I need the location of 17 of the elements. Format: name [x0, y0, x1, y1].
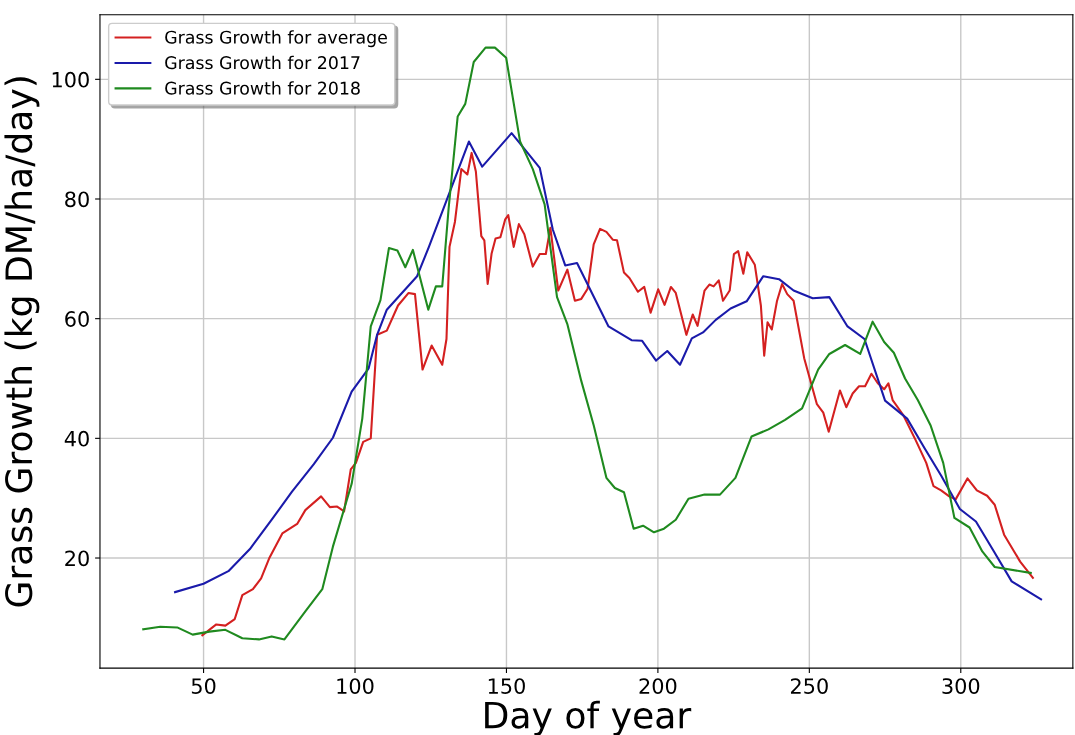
x-tick-label: 100 [337, 678, 374, 694]
x-tick-label: 50 [191, 678, 216, 694]
x-tick-label: 300 [942, 678, 980, 694]
y-tick-label: 80 [65, 191, 89, 208]
legend-label: Grass Growth for average [165, 30, 387, 48]
x-tick-label: 200 [639, 678, 677, 694]
y-tick-label: 40 [64, 430, 89, 447]
legend-label: Grass Growth for 2018 [165, 81, 360, 95]
x-axis-title: Day of year [485, 700, 692, 735]
x-tick-label: 250 [790, 678, 828, 694]
line-series [142, 46, 1032, 641]
y-tick-label: 20 [65, 550, 89, 567]
y-tick-label: 60 [65, 311, 89, 327]
x-tick-label: 150 [488, 678, 525, 694]
y-axis-title: Grass Growth (kg DM/ha/day) [4, 77, 40, 607]
y-tick-label: 100 [52, 71, 89, 88]
legend-label: Grass Growth for 2017 [165, 55, 360, 70]
